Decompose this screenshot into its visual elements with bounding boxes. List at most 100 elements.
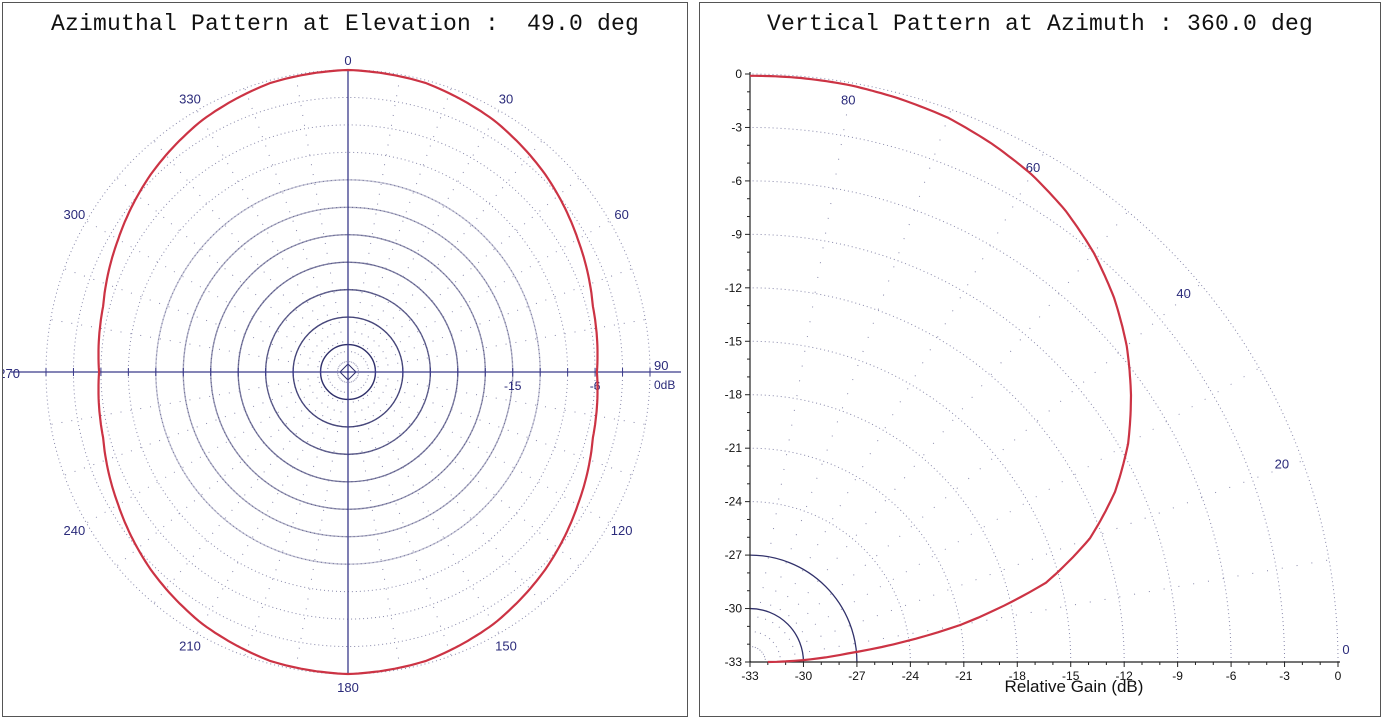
x-axis-label: Relative Gain (dB) xyxy=(1005,677,1144,696)
radial-label--6: -6 xyxy=(590,379,601,393)
quarter-ring--30db xyxy=(749,607,805,663)
y-tick-label: -12 xyxy=(725,281,743,295)
spoke-50 xyxy=(347,177,580,373)
radial-label-0: 0dB xyxy=(654,378,675,392)
angle-label-150: 150 xyxy=(495,639,517,654)
spoke-240 xyxy=(86,371,349,524)
vertical-pattern-panel: Vertical Pattern at Azimuth : 360.0 deg … xyxy=(699,2,1381,717)
spoke-190 xyxy=(295,371,349,670)
spoke-280 xyxy=(50,319,349,373)
spoke-100 xyxy=(347,371,646,425)
quarter-ring--3db xyxy=(749,126,1286,663)
y-tick-label: -21 xyxy=(725,441,743,455)
spoke-60 xyxy=(347,220,610,373)
vertical-pattern-curve xyxy=(750,74,1133,664)
spoke-60 xyxy=(749,152,1045,663)
spoke-20 xyxy=(749,460,1303,663)
quarter-ring--9db xyxy=(749,233,1179,663)
spoke-350 xyxy=(295,74,349,373)
spoke-290 xyxy=(64,268,349,373)
spoke-110 xyxy=(347,371,632,476)
y-tick-label: -27 xyxy=(725,548,743,562)
x-tick-label: -3 xyxy=(1279,669,1290,683)
spoke-170 xyxy=(347,371,401,670)
quarter-ring--27db xyxy=(749,554,858,663)
spoke-250 xyxy=(64,371,349,476)
elevation-label-0: 0 xyxy=(1342,642,1349,657)
elevation-label-80: 80 xyxy=(841,93,855,108)
spoke-200 xyxy=(244,371,349,656)
y-tick-label: -15 xyxy=(725,334,743,348)
angle-label-0: 0 xyxy=(344,53,351,68)
quarter-ring--6db xyxy=(749,180,1232,663)
azimuthal-chart-title: Azimuthal Pattern at Elevation : 49.0 de… xyxy=(50,11,640,37)
spoke-80 xyxy=(749,82,853,663)
spoke-140 xyxy=(347,371,543,604)
spoke-10 xyxy=(749,559,1330,663)
spoke-30 xyxy=(749,367,1260,663)
spoke-220 xyxy=(153,371,349,604)
spoke-320 xyxy=(153,140,349,373)
x-tick-label: 0 xyxy=(1335,669,1342,683)
spoke-210 xyxy=(196,371,349,634)
spoke-340 xyxy=(244,88,349,373)
spoke-30 xyxy=(347,110,500,373)
angle-label-270: 270 xyxy=(3,366,20,381)
spoke-300 xyxy=(86,220,349,373)
elevation-label-40: 40 xyxy=(1176,286,1190,301)
quarter-ring--18db xyxy=(749,394,1018,663)
spoke-50 xyxy=(749,211,1129,663)
x-tick-label: -9 xyxy=(1172,669,1183,683)
vertical-quadrant-plot: -33 -30 -27 -24 -21 -18 -15 -12 -9 -6 -3 00-3-6-9-1… xyxy=(725,67,1350,696)
elevation-label-20: 20 xyxy=(1275,456,1289,471)
x-tick-label: -6 xyxy=(1226,669,1237,683)
vertical-chart-title: Vertical Pattern at Azimuth : 360.0 deg xyxy=(766,11,1314,37)
spoke-120 xyxy=(347,371,610,524)
spoke-160 xyxy=(347,371,452,656)
spoke-10 xyxy=(347,74,401,373)
quarter-ring--21db xyxy=(749,447,965,663)
y-tick-label: -6 xyxy=(731,174,742,188)
quarter-ring--12db xyxy=(749,287,1125,663)
y-tick-label: -9 xyxy=(731,227,742,241)
spoke-150 xyxy=(347,371,500,634)
spoke-70 xyxy=(347,268,632,373)
angle-label-330: 330 xyxy=(179,91,201,106)
spoke-130 xyxy=(347,371,580,567)
angle-label-90: 90 xyxy=(654,358,668,373)
spoke-80 xyxy=(347,319,646,373)
x-tick-label: -18 xyxy=(1009,669,1027,683)
spoke-40 xyxy=(347,140,543,373)
spoke-40 xyxy=(749,283,1201,663)
spoke-310 xyxy=(116,177,349,373)
azimuthal-polar-plot: 0 30 60 90 120 150 180 210 240 270 300 330 -15 -6 0dB xyxy=(3,53,681,695)
spoke-70 xyxy=(749,109,952,663)
x-tick-label: -24 xyxy=(902,669,920,683)
angle-label-240: 240 xyxy=(63,523,85,538)
angle-label-300: 300 xyxy=(63,207,85,222)
y-tick-label: 0 xyxy=(735,67,742,81)
x-tick-label: -27 xyxy=(848,669,866,683)
x-tick-label: -21 xyxy=(955,669,973,683)
angle-label-210: 210 xyxy=(179,639,201,654)
spoke-260 xyxy=(50,371,349,425)
x-tick-label: -15 xyxy=(1062,669,1080,683)
x-tick-label: -30 xyxy=(795,669,813,683)
y-tick-label: -18 xyxy=(725,388,743,402)
x-tick-label: -33 xyxy=(741,669,759,683)
angle-label-60: 60 xyxy=(614,207,628,222)
radial-label--15: -15 xyxy=(504,379,522,393)
spoke-230 xyxy=(116,371,349,567)
spoke-20 xyxy=(347,88,452,373)
azimuthal-pattern-curve xyxy=(97,68,599,676)
angle-label-120: 120 xyxy=(611,523,633,538)
y-tick-label: -3 xyxy=(731,120,742,134)
y-tick-label: -24 xyxy=(725,495,743,509)
quarter-ring-0db xyxy=(749,73,1339,663)
elevation-label-60: 60 xyxy=(1026,160,1040,175)
azimuthal-pattern-panel: Azimuthal Pattern at Elevation : 49.0 de… xyxy=(2,2,688,717)
angle-label-180: 180 xyxy=(337,680,359,695)
y-tick-label: -30 xyxy=(725,602,743,616)
spoke-330 xyxy=(196,110,349,373)
quarter-ring--24db xyxy=(749,501,911,663)
